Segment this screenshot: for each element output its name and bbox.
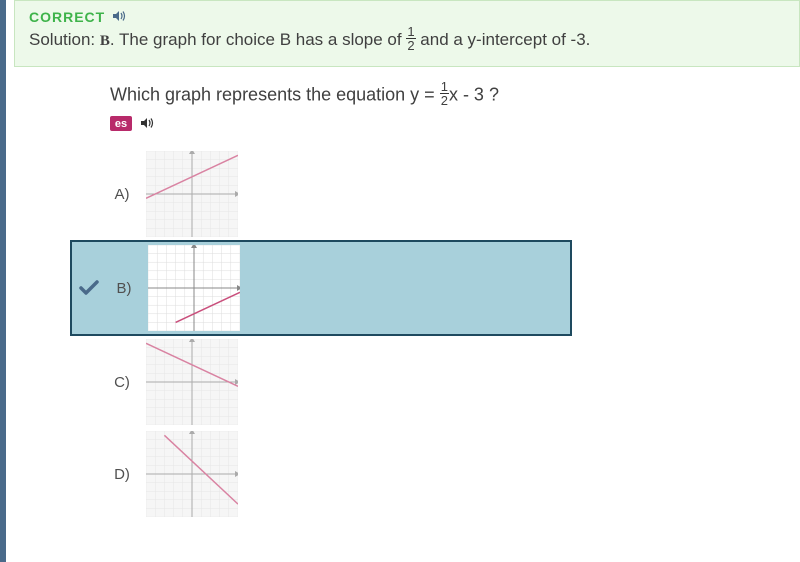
choice-row-a[interactable]: A) <box>70 148 570 240</box>
choice-letter: B) <box>106 280 142 297</box>
solution-body: . The graph for choice B has a slope of <box>110 30 406 49</box>
choice-graph <box>148 245 240 331</box>
question-prefix: Which graph represents the equation y = <box>110 84 440 104</box>
solution-banner: Correct Solution: B. The graph for choic… <box>14 0 800 67</box>
choice-letter: D) <box>104 466 140 483</box>
choices-container: A) B) C) D) <box>70 148 570 520</box>
question-text: Which graph represents the equation y = … <box>110 82 750 109</box>
choice-row-d[interactable]: D) <box>70 428 570 520</box>
choice-graph <box>146 339 238 425</box>
choice-letter: C) <box>104 374 140 391</box>
solution-prefix: Solution: <box>29 30 100 49</box>
choice-row-b[interactable]: B) <box>70 240 572 336</box>
question-fraction: 12 <box>440 80 449 107</box>
audio-icon[interactable] <box>140 116 156 132</box>
choice-graph <box>146 151 238 237</box>
choice-row-c[interactable]: C) <box>70 336 570 428</box>
language-es-badge[interactable]: es <box>110 116 132 131</box>
left-accent-border <box>0 0 6 562</box>
solution-fraction: 12 <box>406 25 415 52</box>
solution-suffix: and a y-intercept of -3. <box>416 30 591 49</box>
choice-letter: A) <box>104 186 140 203</box>
check-icon <box>72 277 106 299</box>
correct-label: Correct <box>29 9 105 25</box>
solution-text: Solution: B. The graph for choice B has … <box>29 27 785 54</box>
audio-icon[interactable] <box>112 10 128 25</box>
question-suffix: x - 3 ? <box>449 84 499 104</box>
choice-graph <box>146 431 238 517</box>
question-region: Which graph represents the equation y = … <box>110 82 750 133</box>
question-tools: es <box>110 115 750 133</box>
solution-answer-letter: B <box>100 33 110 49</box>
